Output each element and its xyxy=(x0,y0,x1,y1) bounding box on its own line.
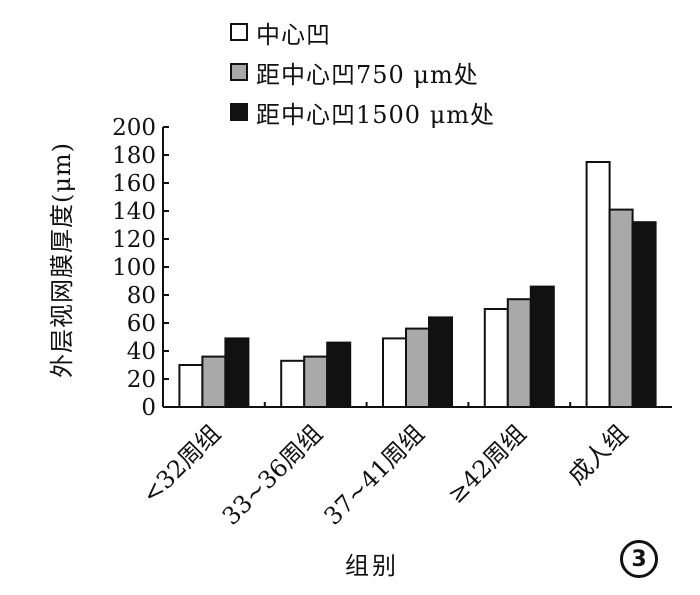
bar-4-series-1 xyxy=(608,208,634,408)
figure-number-badge: 3 xyxy=(620,540,658,578)
legend-item-1500um: 距中心凹1500 μm处 xyxy=(230,92,495,132)
y-tick-label-0: 0 xyxy=(141,395,156,421)
y-tick-label-100: 100 xyxy=(112,255,156,281)
bar-2-series-1 xyxy=(405,327,430,409)
legend-label-fovea: 中心凹 xyxy=(256,20,331,49)
legend-item-750um: 距中心凹750 μm处 xyxy=(230,52,495,92)
y-tick-label-60: 60 xyxy=(127,311,156,337)
bar-4-series-2 xyxy=(631,221,657,408)
y-tick-label-160: 160 xyxy=(112,171,156,197)
bar-3-series-1 xyxy=(506,298,532,409)
bar-0-series-0 xyxy=(178,364,204,408)
y-axis-title: 外层视网膜厚度(μm) xyxy=(48,142,76,378)
x-tick-label-0: <32周组 xyxy=(137,419,227,509)
bar-3-series-0 xyxy=(483,308,509,408)
bar-0-series-1 xyxy=(201,355,227,409)
y-tick-label-200: 200 xyxy=(112,115,156,141)
legend-label-750um: 距中心凹750 μm处 xyxy=(256,60,479,89)
y-tick-label-40: 40 xyxy=(127,339,156,365)
x-tick-label-4: 成人组 xyxy=(563,419,634,490)
bar-1-series-0 xyxy=(280,359,306,408)
x-axis-title: 组别 xyxy=(345,552,399,580)
legend-swatch-750um xyxy=(230,63,248,81)
legend-item-fovea: 中心凹 xyxy=(230,12,495,52)
y-tick-label-120: 120 xyxy=(112,227,156,253)
bar-1-series-1 xyxy=(303,355,329,409)
bar-3-series-2 xyxy=(529,285,555,409)
x-tick-label-3: ≥42周组 xyxy=(442,419,532,509)
y-tick-label-80: 80 xyxy=(127,283,156,309)
bar-2-series-2 xyxy=(428,316,453,408)
x-tick-label-1: 33~36周组 xyxy=(217,419,328,530)
bar-2-series-0 xyxy=(382,337,407,408)
legend-swatch-1500um xyxy=(230,103,248,121)
y-tick-label-140: 140 xyxy=(112,199,156,225)
bar-1-series-2 xyxy=(326,341,352,409)
bar-0-series-2 xyxy=(224,337,250,408)
x-tick-label-2: 37~41周组 xyxy=(319,419,430,530)
y-tick-label-180: 180 xyxy=(112,143,156,169)
legend-label-1500um: 距中心凹1500 μm处 xyxy=(256,100,496,129)
legend-swatch-fovea xyxy=(230,23,248,41)
y-tick-label-20: 20 xyxy=(127,367,156,393)
bar-4-series-0 xyxy=(585,161,611,408)
chart-legend: 中心凹 距中心凹750 μm处 距中心凹1500 μm处 xyxy=(230,12,495,132)
